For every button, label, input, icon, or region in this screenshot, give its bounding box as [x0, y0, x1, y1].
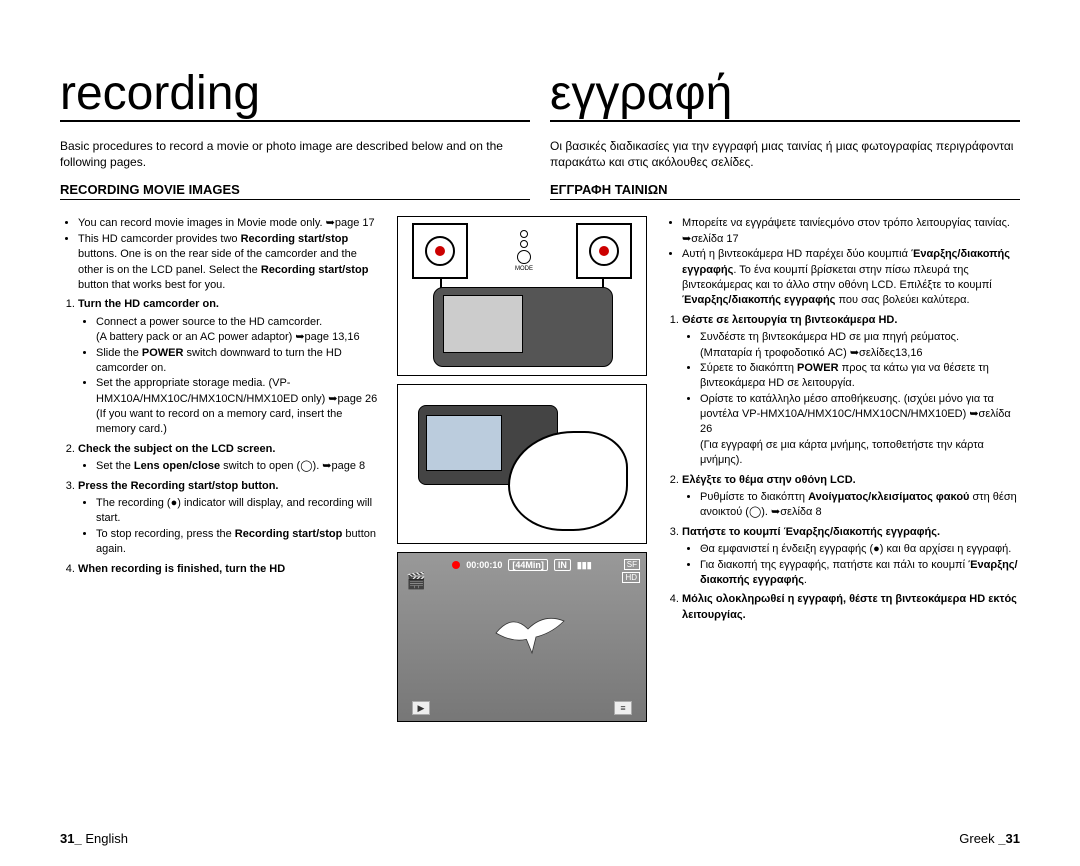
- sub-list: Ρυθμίστε το διακόπτη Ανοίγματος/κλεισίμα…: [682, 490, 1020, 521]
- step-item: When recording is finished, turn the HD: [78, 562, 380, 577]
- step-item: Turn the HD camcorder on. Connect a powe…: [78, 297, 380, 438]
- list-item: Αυτή η βιντεοκάμερα HD παρέχει δύο κουμπ…: [682, 247, 1020, 309]
- sub-list: Συνδέστε τη βιντεοκάμερα HD σε μια πηγή …: [682, 330, 1020, 469]
- list-item: Μπορείτε να εγγράψετε ταινίεςμόνο στον τ…: [682, 216, 1020, 247]
- sub-list: Connect a power source to the HD camcord…: [78, 315, 380, 438]
- step-text: Πατήστε το κουμπί Έναρξης/διακοπής εγγρα…: [682, 526, 940, 538]
- battery-icon: ▮▮▮: [577, 560, 592, 571]
- section-title-right: ΕΓΓΡΑΦΗ ΤΑΙΝΙΩΝ: [550, 182, 1020, 200]
- hd-badge: HD: [622, 572, 640, 583]
- body-columns: You can record movie images in Movie mod…: [60, 216, 1020, 821]
- list-item: Ορίστε το κατάλληλο μέσο αποθήκευσης. (ι…: [700, 392, 1020, 469]
- title-left: recording: [60, 70, 530, 122]
- mode-button-icon: [517, 250, 531, 264]
- left-text-column: You can record movie images in Movie mod…: [60, 216, 380, 821]
- manual-page: recording εγγραφή Basic procedures to re…: [0, 0, 1080, 866]
- step-text: Check the subject on the LCD screen.: [78, 443, 275, 455]
- page-lang-left: English: [85, 831, 128, 846]
- right-bullets: Μπορείτε να εγγράψετε ταινίεςμόνο στον τ…: [664, 216, 1020, 308]
- storage-icon: IN: [554, 559, 571, 571]
- mode-led-icon: [520, 240, 528, 248]
- intro-left: Basic procedures to record a movie or ph…: [60, 138, 530, 170]
- list-item: Σύρετε το διακόπτη POWER προς τα κάτω γι…: [700, 361, 1020, 392]
- page-lang-right: Greek: [959, 831, 994, 846]
- hand-icon: [478, 411, 628, 531]
- step-text: Θέστε σε λειτουργία τη βιντεοκάμερα HD.: [682, 314, 897, 326]
- intro-right-col: Οι βασικές διαδικασίες για την εγγραφή μ…: [550, 138, 1020, 206]
- page-number-right: _31: [998, 831, 1020, 846]
- illustration-top-buttons: MODE: [397, 216, 647, 376]
- play-icon: ▶: [412, 701, 430, 715]
- callout-rec-button-right: [576, 223, 632, 279]
- sub-list: The recording (●) indicator will display…: [78, 496, 380, 558]
- heading-right-col: εγγραφή: [550, 70, 1020, 128]
- title-right: εγγραφή: [550, 70, 1020, 122]
- rec-indicator-icon: [452, 561, 460, 569]
- quality-badge: SF: [624, 559, 640, 570]
- left-steps: Turn the HD camcorder on. Connect a powe…: [60, 297, 380, 577]
- osd-remaining: [44Min]: [508, 559, 548, 571]
- record-button-icon: [589, 236, 619, 266]
- left-bullets: You can record movie images in Movie mod…: [60, 216, 380, 293]
- step-item: Check the subject on the LCD screen. Set…: [78, 442, 380, 475]
- osd-top-bar: 00:00:10 [44Min] IN ▮▮▮: [398, 559, 646, 571]
- list-item: Set the Lens open/close switch to open (…: [96, 459, 380, 474]
- menu-icon: ≡: [614, 701, 632, 715]
- list-item: Συνδέστε τη βιντεοκάμερα HD σε μια πηγή …: [700, 330, 1020, 361]
- bird-subject-icon: [488, 608, 568, 658]
- sub-list: Set the Lens open/close switch to open (…: [78, 459, 380, 474]
- callout-mode: MODE: [496, 223, 552, 279]
- center-illustrations: MODE: [392, 216, 652, 821]
- mode-led-icon: [520, 230, 528, 238]
- osd-right-badges: SF HD: [622, 559, 640, 583]
- step-text: Ελέγξτε το θέμα στην οθόνη LCD.: [682, 474, 856, 486]
- right-steps: Θέστε σε λειτουργία τη βιντεοκάμερα HD. …: [664, 313, 1020, 623]
- list-item: Για διακοπή της εγγραφής, πατήστε και πά…: [700, 558, 1020, 589]
- step-item: Ελέγξτε το θέμα στην οθόνη LCD. Ρυθμίστε…: [682, 473, 1020, 521]
- record-button-icon: [425, 236, 455, 266]
- page-number-left: 31_: [60, 831, 82, 846]
- step-text: Μόλις ολοκληρωθεί η εγγραφή, θέστε τη βι…: [682, 593, 1017, 620]
- list-item: This HD camcorder provides two Recording…: [78, 232, 380, 294]
- list-item: Connect a power source to the HD camcord…: [96, 315, 380, 346]
- step-text: When recording is finished, turn the HD: [78, 563, 285, 575]
- illustration-lcd-recording: 🎬 00:00:10 [44Min] IN ▮▮▮ SF HD: [397, 552, 647, 722]
- right-text-column: Μπορείτε να εγγράψετε ταινίεςμόνο στον τ…: [664, 216, 1020, 821]
- step-text: Press the Recording start/stop button.: [78, 480, 279, 492]
- list-item: Θα εμφανιστεί η ένδειξη εγγραφής (●) και…: [700, 542, 1020, 557]
- footer-left: 31_ English: [60, 831, 128, 846]
- step-item: Press the Recording start/stop button. T…: [78, 479, 380, 558]
- heading-left-col: recording: [60, 70, 530, 128]
- sub-list: Θα εμφανιστεί η ένδειξη εγγραφής (●) και…: [682, 542, 1020, 588]
- step-item: Πατήστε το κουμπί Έναρξης/διακοπής εγγρα…: [682, 525, 1020, 589]
- section-title-left: RECORDING MOVIE IMAGES: [60, 182, 530, 200]
- list-item: Set the appropriate storage media. (VP-H…: [96, 376, 380, 438]
- headings-row: recording εγγραφή: [60, 70, 1020, 128]
- list-item: Slide the POWER switch downward to turn …: [96, 346, 380, 377]
- intro-left-col: Basic procedures to record a movie or ph…: [60, 138, 530, 206]
- page-footer: 31_ English Greek _31: [60, 831, 1020, 846]
- camcorder-lcd-icon: [443, 295, 523, 353]
- list-item: To stop recording, press the Recording s…: [96, 527, 380, 558]
- list-item: You can record movie images in Movie mod…: [78, 216, 380, 231]
- callout-rec-button-left: [412, 223, 468, 279]
- illustration-hand-hold: [397, 384, 647, 544]
- mode-label: MODE: [515, 266, 533, 272]
- footer-right: Greek _31: [959, 831, 1020, 846]
- intro-row: Basic procedures to record a movie or ph…: [60, 138, 1020, 206]
- osd-bottom-bar: ▶ ≡: [398, 701, 646, 715]
- list-item: The recording (●) indicator will display…: [96, 496, 380, 527]
- movie-mode-icon: 🎬: [406, 571, 426, 591]
- step-item: Θέστε σε λειτουργία τη βιντεοκάμερα HD. …: [682, 313, 1020, 469]
- osd-time: 00:00:10: [466, 560, 502, 570]
- list-item: Ρυθμίστε το διακόπτη Ανοίγματος/κλεισίμα…: [700, 490, 1020, 521]
- intro-right: Οι βασικές διαδικασίες για την εγγραφή μ…: [550, 138, 1020, 170]
- step-text: Turn the HD camcorder on.: [78, 298, 219, 310]
- step-item: Μόλις ολοκληρωθεί η εγγραφή, θέστε τη βι…: [682, 592, 1020, 623]
